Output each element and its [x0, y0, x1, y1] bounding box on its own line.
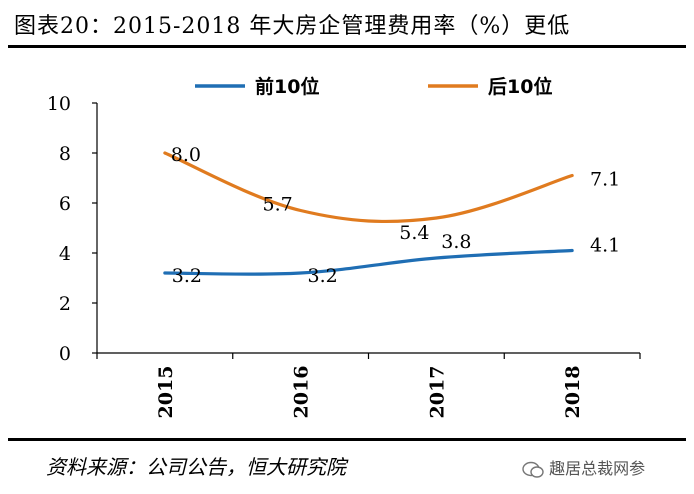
legend-label: 前10位: [255, 75, 319, 98]
chart-area: 0 2 4 6 8 10 2015 2016 2017 2018 3.2 3.2 3.8 4.1 8.0 5.…: [47, 75, 641, 419]
data-label: 8.0: [171, 144, 201, 166]
x-tick-label: 2015: [155, 366, 177, 419]
source-rule: [8, 438, 686, 441]
x-tick-label: 2018: [562, 366, 584, 419]
data-label: 7.1: [590, 169, 620, 191]
y-tick-label: 6: [59, 193, 71, 215]
series-line-2: [163, 151, 574, 224]
data-label: 5.4: [399, 222, 429, 244]
y-tick-label: 4: [59, 243, 71, 265]
y-tick-label: 8: [59, 143, 71, 165]
chart-title: 图表20：2015-2018 年大房企管理费用率（%）更低: [14, 14, 571, 39]
data-label: 3.2: [172, 265, 202, 287]
data-label: 4.1: [590, 235, 620, 257]
wechat-icon: [522, 461, 544, 478]
source-note: 资料来源：公司公告，恒大研究院: [46, 455, 346, 479]
y-tick-label: 10: [47, 93, 71, 115]
data-label: 3.2: [308, 265, 338, 287]
title-rule: [8, 45, 686, 48]
y-tick-label: 2: [59, 293, 71, 315]
y-tick-label: 0: [59, 343, 71, 365]
x-tick-label: 2017: [426, 366, 448, 419]
x-tick-label: 2016: [291, 366, 313, 419]
watermark: 趣居总裁网参: [522, 455, 645, 479]
data-label: 5.7: [263, 194, 293, 216]
watermark-text: 趣居总裁网参: [549, 459, 646, 478]
legend-label: 后10位: [488, 75, 552, 98]
series-line-1: [163, 248, 574, 276]
data-label: 3.8: [441, 231, 471, 253]
